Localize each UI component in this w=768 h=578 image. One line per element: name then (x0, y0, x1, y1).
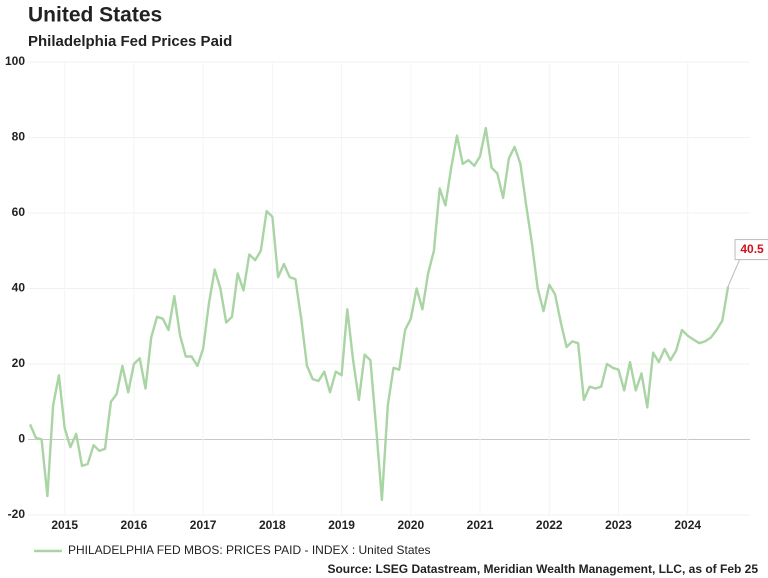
line (28, 126, 730, 502)
y-tick-label: 60 (12, 205, 26, 219)
legend-label: PHILADELPHIA FED MBOS: PRICES PAID - IND… (68, 543, 431, 557)
y-tick-label: -20 (8, 507, 26, 521)
y-tick-label: 80 (12, 130, 26, 144)
x-tick-label: 2021 (467, 518, 494, 532)
x-tick-label: 2018 (259, 518, 286, 532)
annotation: 40.5 (740, 242, 764, 256)
y-tick-label: 20 (12, 356, 26, 370)
y-tick-label: 100 (5, 54, 25, 68)
y-tick-label: 0 (18, 432, 25, 446)
x-tick-label: 2022 (536, 518, 563, 532)
x-tick-label: 2024 (674, 518, 701, 532)
chart-subtitle: Philadelphia Fed Prices Paid (28, 33, 232, 50)
x-tick-label: 2019 (328, 518, 355, 532)
chart-title: United States (28, 4, 162, 27)
x-tick-label: 2020 (397, 518, 424, 532)
annotation-leader (727, 258, 741, 287)
x-tick-label: 2017 (190, 518, 217, 532)
annotation-box (734, 239, 768, 261)
y-tick-label: 40 (12, 281, 26, 295)
x-tick-label: 2023 (605, 518, 632, 532)
x-tick-label: 2016 (121, 518, 148, 532)
x-tick-label: 2015 (51, 518, 78, 532)
source: Source: LSEG Datastream, Meridian Wealth… (327, 562, 758, 576)
